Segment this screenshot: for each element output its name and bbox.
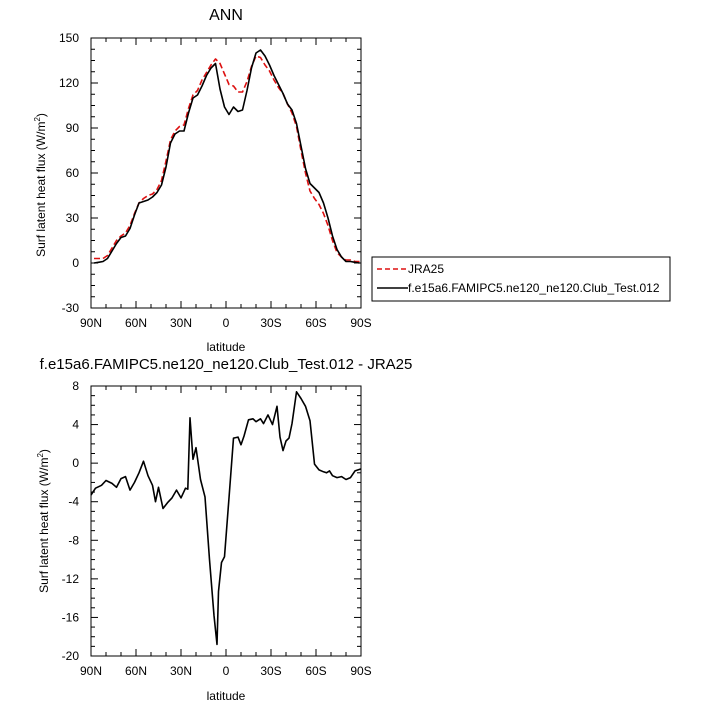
top-ytick-label: 150	[59, 31, 79, 45]
bottom-xtick-label: 0	[223, 664, 230, 678]
legend: JRA25 f.e15a6.FAMIPC5.ne120_ne120.Club_T…	[371, 256, 671, 302]
top-x-axis-label: latitude	[207, 340, 246, 354]
top-xtick-label: 30S	[260, 316, 281, 330]
bottom-chart-title: f.e15a6.FAMIPC5.ne120_ne120.Club_Test.01…	[40, 356, 413, 373]
bottom-y-axis-label: Surf latent heat flux (W/m2)	[36, 449, 51, 593]
bottom-ytick-label: -4	[68, 495, 79, 509]
top-xtick-label: 90S	[350, 316, 371, 330]
top-series-line-1	[93, 49, 360, 264]
bottom-ytick-label: -12	[62, 572, 80, 586]
bottom-ytick-label: 4	[72, 418, 79, 432]
legend-box	[371, 256, 671, 302]
top-y-axis-label: Surf latent heat flux (W/m2)	[33, 113, 48, 257]
top-xtick-label: 30N	[170, 316, 192, 330]
top-ytick-label: -30	[62, 301, 80, 315]
bottom-xtick-label: 90S	[350, 664, 371, 678]
bottom-plot-frame	[90, 385, 362, 657]
top-series-lines	[93, 49, 360, 264]
top-panel: ANN Surf latent heat flux (W/m2) latitud…	[33, 7, 372, 354]
bottom-ytick-label: 0	[72, 456, 79, 470]
bottom-xtick-label: 30N	[170, 664, 192, 678]
legend-label-model: f.e15a6.FAMIPC5.ne120_ne120.Club_Test.01…	[408, 281, 660, 295]
bottom-xtick-label: 60N	[125, 664, 147, 678]
bottom-series-lines	[90, 390, 362, 646]
bottom-xtick-label: 90N	[80, 664, 102, 678]
top-ytick-label: 90	[66, 121, 80, 135]
top-ytick-label: 30	[66, 211, 80, 225]
bottom-xtick-label: 60S	[305, 664, 326, 678]
bottom-x-axis-label: latitude	[207, 689, 246, 703]
top-chart-title: ANN	[209, 7, 243, 24]
top-ytick-label: 60	[66, 166, 80, 180]
bottom-ytick-label: -8	[68, 533, 79, 547]
bottom-ytick-label: -20	[62, 649, 80, 663]
bottom-ytick-label: 8	[72, 379, 79, 393]
top-xtick-label: 60S	[305, 316, 326, 330]
top-xtick-label: 0	[223, 316, 230, 330]
top-ytick-label: 0	[72, 256, 79, 270]
bottom-ytick-label: -16	[62, 610, 80, 624]
top-xtick-label: 60N	[125, 316, 147, 330]
bottom-series-line-0	[90, 390, 362, 646]
bottom-xtick-label: 30S	[260, 664, 281, 678]
top-series-line-0	[94, 55, 360, 263]
bottom-panel: f.e15a6.FAMIPC5.ne120_ne120.Club_Test.01…	[36, 356, 412, 703]
top-ytick-label: 120	[59, 76, 79, 90]
top-plot-frame	[90, 37, 362, 309]
top-xtick-label: 90N	[80, 316, 102, 330]
legend-label-jra25: JRA25	[408, 262, 444, 276]
